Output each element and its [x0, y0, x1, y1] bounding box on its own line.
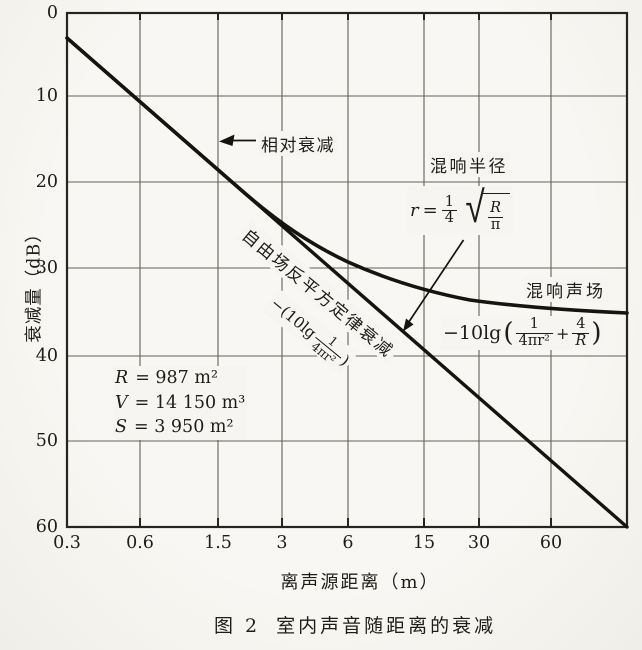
radical-icon: √ R π — [463, 186, 511, 233]
y-tick-20: 20 — [35, 172, 58, 192]
label-reverb-radius-title: 混响半径 — [428, 152, 510, 177]
formula-rrad-eq: = — [422, 200, 438, 222]
gridlines — [68, 14, 626, 526]
plot-border — [65, 11, 629, 529]
y-tick-30: 30 — [35, 258, 58, 278]
reverb-radius-arrow — [403, 239, 465, 332]
y-axis-title: 衰减量（dB） — [24, 224, 45, 343]
formula-total-prefix: −10lg — [443, 322, 502, 345]
param-V: V = 14 150 m³ — [115, 392, 246, 413]
formula-rrad-lhs: r — [410, 200, 419, 222]
formula-total-frac2: 4 R — [572, 316, 590, 349]
relative-attenuation-arrow — [219, 134, 256, 146]
x-tick-30: 30 — [467, 533, 491, 553]
caption-text: 室内声音随距离的衰减 — [276, 615, 497, 637]
room-parameters: R = 987 m² V = 14 150 m³ S = 3 950 m² — [113, 366, 248, 440]
param-S: S = 3 950 m² — [115, 417, 234, 437]
caption-number: 图 2 — [214, 615, 261, 637]
x-tick-1p5: 1.5 — [204, 533, 232, 553]
y-tick-60: 60 — [35, 517, 58, 537]
formula-total-attenuation: −10lg ( 1 4πr² + 4 R ) — [441, 316, 604, 351]
y-tick-50: 50 — [35, 431, 58, 451]
y-tick-10: 10 — [35, 86, 58, 106]
param-R: R = 987 m² — [115, 368, 218, 388]
label-reverb-field: 混响声场 — [524, 277, 608, 302]
x-tick-60: 60 — [539, 533, 563, 553]
x-tick-6: 6 — [342, 533, 354, 553]
tick-marks — [139, 13, 552, 527]
x-tick-0p6: 0.6 — [126, 533, 154, 553]
y-tick-40: 40 — [35, 346, 58, 366]
figure-caption: 图 2 室内声音随距离的衰减 — [214, 611, 496, 638]
total-attenuation-curve — [65, 36, 629, 315]
x-tick-15: 15 — [412, 533, 436, 553]
x-tick-3: 3 — [276, 533, 288, 553]
x-tick-0p3: 0.3 — [53, 533, 81, 553]
x-axis-title: 离声源距离（m） — [280, 572, 440, 593]
y-tick-0: 0 — [46, 3, 58, 23]
formula-reverb-radius: r = 1 4 √ R π — [407, 186, 514, 236]
formula-total-frac1: 1 4πr² — [515, 316, 553, 349]
label-relative-attenuation: 相对衰减 — [259, 131, 337, 156]
formula-rrad-quarter: 1 4 — [441, 194, 457, 227]
